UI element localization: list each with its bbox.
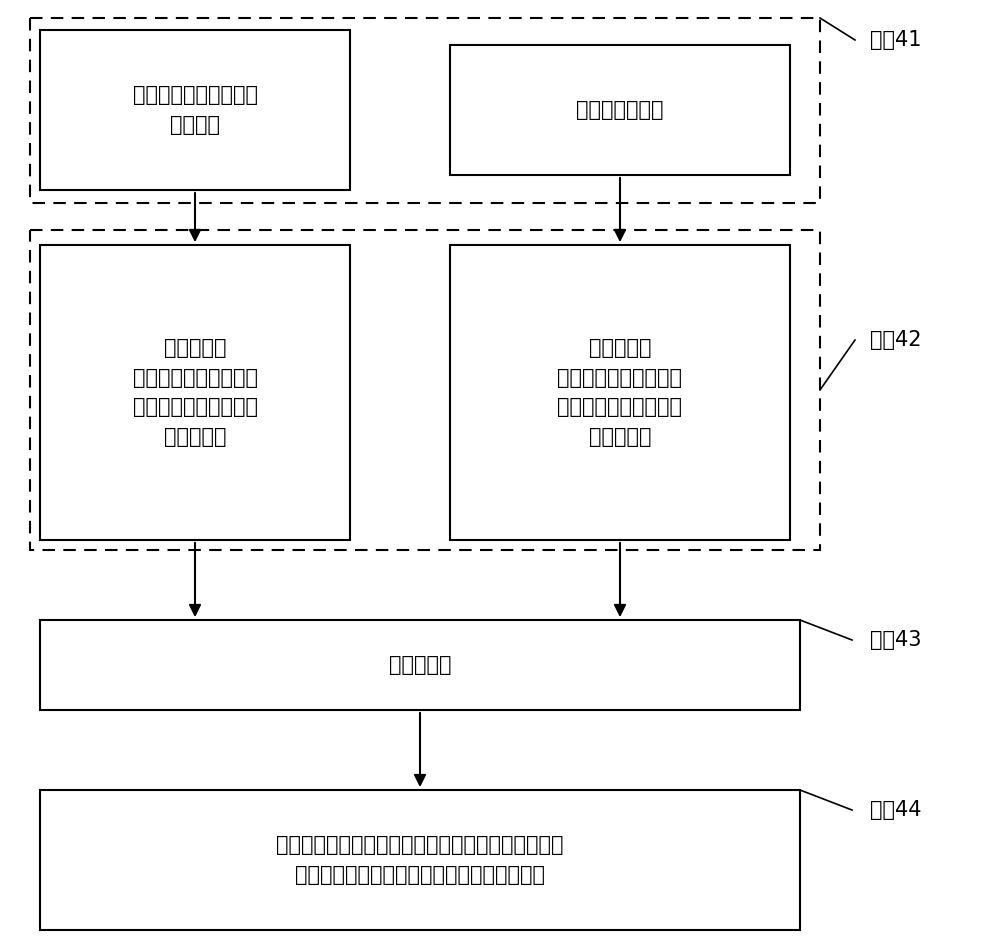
Bar — [40, 30, 350, 190]
Text: 步骤43: 步骤43 — [870, 630, 922, 650]
Bar — [40, 245, 350, 540]
Text: 步骤44: 步骤44 — [870, 800, 922, 820]
Bar — [30, 18, 820, 203]
Bar — [450, 45, 790, 175]
Text: 梯度处理、
拉普拉斯变换和小波变
换，从变换后的图像上
提取特征点: 梯度处理、 拉普拉斯变换和小波变 换，从变换后的图像上 提取特征点 — [132, 339, 258, 447]
Text: 撒砂管模板图像: 撒砂管模板图像 — [576, 100, 664, 120]
Text: 步骤41: 步骤41 — [870, 30, 922, 50]
Text: 特征点匹配: 特征点匹配 — [389, 655, 451, 675]
Text: 梯度处理、
拉普拉斯变换和小波变
换，从变换后的图像上
提取特征点: 梯度处理、 拉普拉斯变换和小波变 换，从变换后的图像上 提取特征点 — [558, 339, 682, 447]
Bar — [450, 245, 790, 540]
Text: 含有动车组撒砂管的无
噪声图像: 含有动车组撒砂管的无 噪声图像 — [132, 86, 258, 135]
Text: 步骤42: 步骤42 — [870, 330, 922, 350]
Bar — [40, 790, 800, 930]
Bar — [30, 230, 820, 550]
Text: 得到匹配矩阵，由匹配矩阵计算待识别图像中撒砂管
接头位置，根据所述位置得到撒砂管接头图像: 得到匹配矩阵，由匹配矩阵计算待识别图像中撒砂管 接头位置，根据所述位置得到撒砂管… — [276, 835, 564, 884]
Bar — [40, 620, 800, 710]
